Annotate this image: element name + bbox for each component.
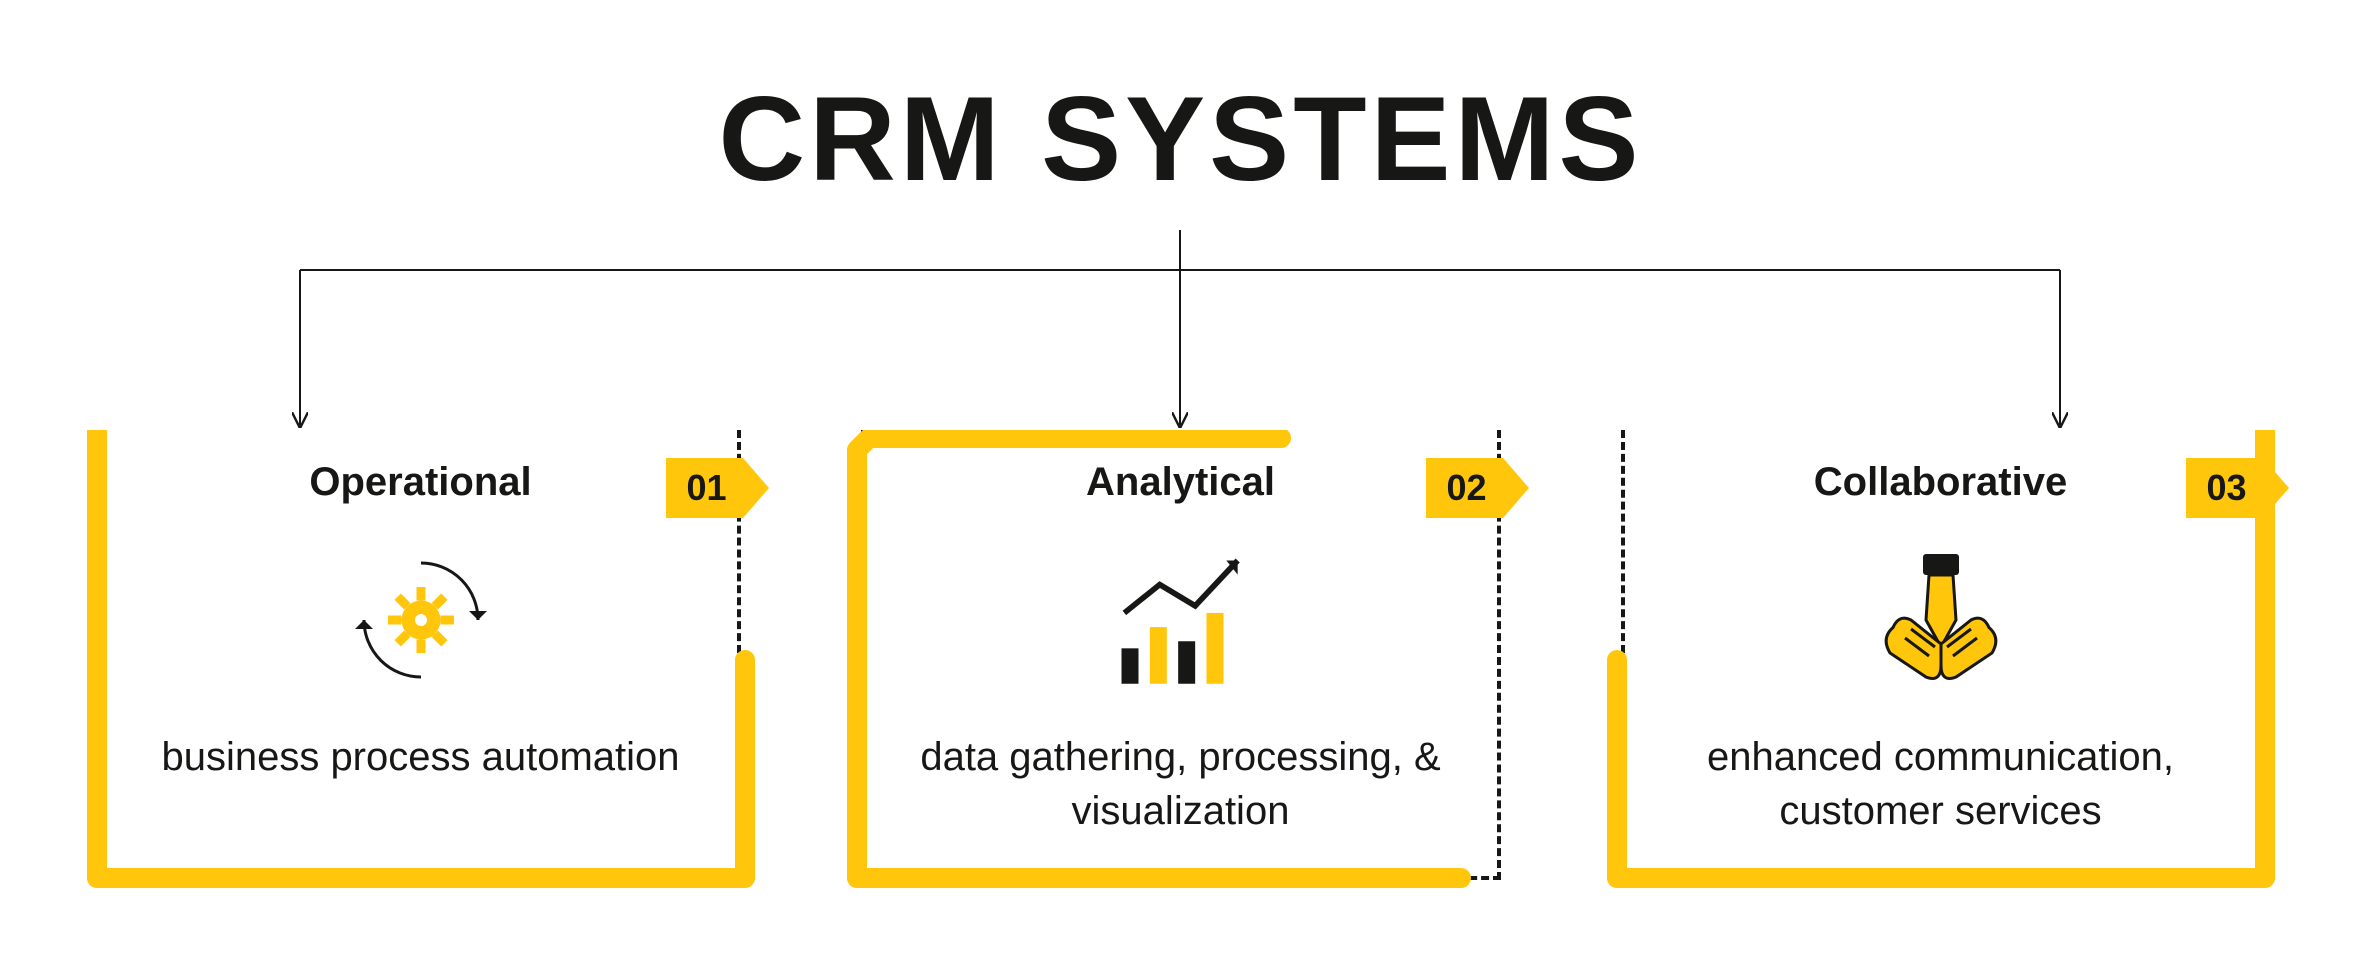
connector-lines — [0, 230, 2361, 460]
badge-arrow — [1503, 458, 1529, 518]
card-title: Collaborative — [1601, 460, 2281, 505]
card-title: Operational — [81, 460, 761, 505]
number-badge: 02 — [1426, 458, 1528, 518]
badge-arrow — [2263, 458, 2289, 518]
cards-row: Operational 01 — [0, 430, 2361, 900]
bar-line-chart-icon — [841, 540, 1521, 700]
card-collaborative: Collaborative 03 enhanced commun — [1601, 430, 2281, 900]
card-desc: data gathering, processing, & visualizat… — [881, 730, 1481, 838]
badge-label: 01 — [666, 458, 742, 518]
badge-label: 03 — [2186, 458, 2262, 518]
badge-label: 02 — [1426, 458, 1502, 518]
hands-together-icon — [1601, 540, 2281, 700]
card-operational: Operational 01 — [81, 430, 761, 900]
gear-cycle-icon — [81, 540, 761, 700]
number-badge: 01 — [666, 458, 768, 518]
number-badge: 03 — [2186, 458, 2288, 518]
badge-arrow — [743, 458, 769, 518]
card-desc: enhanced communication, customer service… — [1641, 730, 2241, 838]
page-title: CRM SYSTEMS — [718, 70, 1642, 208]
card-analytical: Analytical 02 data gathering, processing… — [841, 430, 1521, 900]
card-desc: business process automation — [121, 730, 721, 784]
card-title: Analytical — [841, 460, 1521, 505]
